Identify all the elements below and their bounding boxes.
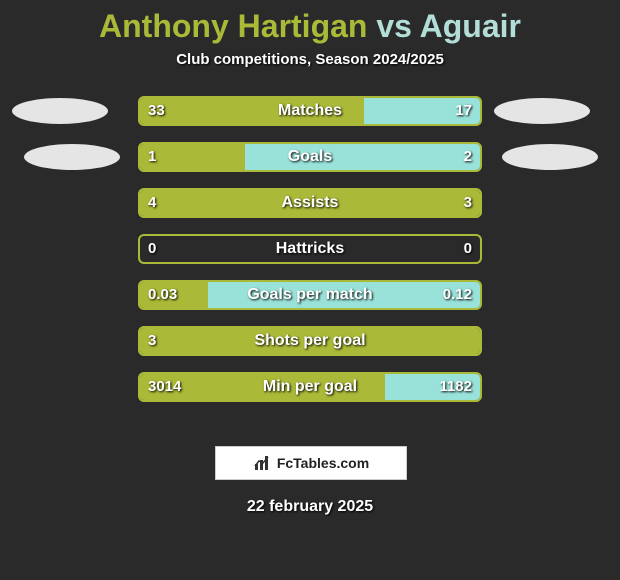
bar-left	[140, 328, 480, 354]
title-player2: Aguair	[420, 8, 521, 44]
avatar-placeholder	[502, 144, 598, 170]
value-left: 33	[148, 96, 165, 126]
comparison-infographic: Anthony Hartigan vs Aguair Club competit…	[0, 0, 620, 580]
value-right: 0.12	[443, 280, 472, 310]
value-right: 2	[464, 142, 472, 172]
value-left: 3	[148, 326, 156, 356]
stat-row: 30141182Min per goal	[0, 372, 620, 402]
value-left: 1	[148, 142, 156, 172]
credit-badge: FcTables.com	[215, 446, 407, 480]
stat-row: 3Shots per goal	[0, 326, 620, 356]
date-label: 22 february 2025	[0, 498, 620, 516]
title: Anthony Hartigan vs Aguair	[0, 0, 620, 45]
bar-right	[245, 144, 480, 170]
value-right: 0	[464, 234, 472, 264]
avatar-placeholder	[12, 98, 108, 124]
bar-track	[138, 234, 482, 264]
value-left: 0	[148, 234, 156, 264]
stat-row: 0.030.12Goals per match	[0, 280, 620, 310]
subtitle: Club competitions, Season 2024/2025	[0, 51, 620, 68]
bar-left	[140, 190, 480, 216]
bar-track	[138, 280, 482, 310]
stat-row: 43Assists	[0, 188, 620, 218]
bar-track	[138, 188, 482, 218]
bar-track	[138, 326, 482, 356]
title-vs: vs	[376, 8, 412, 44]
value-right: 17	[455, 96, 472, 126]
bar-track	[138, 142, 482, 172]
credit-text: FcTables.com	[277, 455, 369, 471]
bar-track	[138, 372, 482, 402]
value-left: 4	[148, 188, 156, 218]
value-left: 0.03	[148, 280, 177, 310]
bar-right	[208, 282, 480, 308]
title-player1: Anthony Hartigan	[99, 8, 367, 44]
bar-track	[138, 96, 482, 126]
avatar-placeholder	[494, 98, 590, 124]
stats-chart: 3317Matches12Goals43Assists00Hattricks0.…	[0, 96, 620, 426]
chart-icon	[253, 454, 271, 472]
value-right: 1182	[439, 372, 472, 402]
value-left: 3014	[148, 372, 181, 402]
bar-left	[140, 98, 364, 124]
avatar-placeholder	[24, 144, 120, 170]
stat-row: 00Hattricks	[0, 234, 620, 264]
value-right: 3	[464, 188, 472, 218]
